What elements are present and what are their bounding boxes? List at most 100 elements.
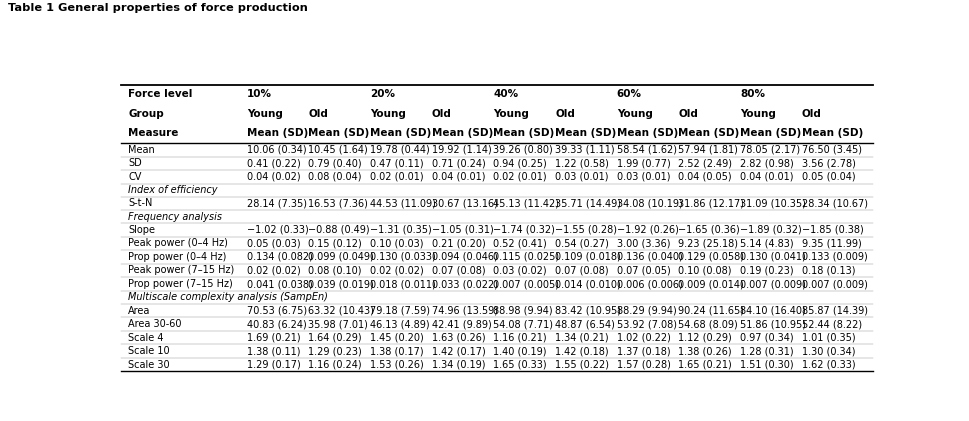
Text: 78.05 (2.17): 78.05 (2.17) xyxy=(739,145,799,155)
Text: 1.29 (0.23): 1.29 (0.23) xyxy=(308,346,361,356)
Text: 1.42 (0.17): 1.42 (0.17) xyxy=(431,346,484,356)
Text: 1.38 (0.11): 1.38 (0.11) xyxy=(246,346,300,356)
Text: 90.24 (11.65): 90.24 (11.65) xyxy=(677,306,743,316)
Text: 60%: 60% xyxy=(616,89,641,99)
Text: 31.09 (10.35): 31.09 (10.35) xyxy=(739,198,805,208)
Text: 53.92 (7.08): 53.92 (7.08) xyxy=(616,319,676,329)
Text: 1.57 (0.28): 1.57 (0.28) xyxy=(616,360,670,370)
Text: 51.86 (10.95): 51.86 (10.95) xyxy=(739,319,805,329)
Text: Young: Young xyxy=(739,109,775,119)
Text: 0.007 (0.009): 0.007 (0.009) xyxy=(800,279,866,289)
Text: −1.31 (0.35): −1.31 (0.35) xyxy=(370,225,431,235)
Text: 1.99 (0.77): 1.99 (0.77) xyxy=(616,158,670,168)
Text: −1.55 (0.28): −1.55 (0.28) xyxy=(554,225,616,235)
Text: 0.04 (0.05): 0.04 (0.05) xyxy=(677,172,732,182)
Text: 0.08 (0.10): 0.08 (0.10) xyxy=(308,266,361,275)
Text: 0.006 (0.006): 0.006 (0.006) xyxy=(616,279,682,289)
Text: 0.07 (0.08): 0.07 (0.08) xyxy=(431,266,484,275)
Text: Multiscale complexity analysis (SampEn): Multiscale complexity analysis (SampEn) xyxy=(128,292,328,302)
Text: 0.009 (0.014): 0.009 (0.014) xyxy=(677,279,743,289)
Text: Measure: Measure xyxy=(128,128,178,138)
Text: 30.67 (13.16): 30.67 (13.16) xyxy=(431,198,497,208)
Text: 84.10 (16.40): 84.10 (16.40) xyxy=(739,306,805,316)
Text: 1.53 (0.26): 1.53 (0.26) xyxy=(370,360,423,370)
Text: 0.41 (0.22): 0.41 (0.22) xyxy=(246,158,300,168)
Text: 76.50 (3.45): 76.50 (3.45) xyxy=(800,145,860,155)
Text: 70.53 (6.75): 70.53 (6.75) xyxy=(246,306,306,316)
Text: 1.38 (0.17): 1.38 (0.17) xyxy=(370,346,423,356)
Text: Area: Area xyxy=(128,306,150,316)
Text: −1.05 (0.31): −1.05 (0.31) xyxy=(431,225,493,235)
Text: 0.099 (0.049): 0.099 (0.049) xyxy=(308,252,374,262)
Text: 45.13 (11.42): 45.13 (11.42) xyxy=(493,198,559,208)
Text: 10.06 (0.34): 10.06 (0.34) xyxy=(246,145,306,155)
Text: 20%: 20% xyxy=(370,89,394,99)
Text: 1.42 (0.18): 1.42 (0.18) xyxy=(554,346,608,356)
Text: 1.29 (0.17): 1.29 (0.17) xyxy=(246,360,300,370)
Text: 74.96 (13.59): 74.96 (13.59) xyxy=(431,306,497,316)
Text: Old: Old xyxy=(554,109,575,119)
Text: 0.129 (0.058): 0.129 (0.058) xyxy=(677,252,743,262)
Text: S-t-N: S-t-N xyxy=(128,198,152,208)
Text: 0.041 (0.038): 0.041 (0.038) xyxy=(246,279,312,289)
Text: −1.02 (0.33): −1.02 (0.33) xyxy=(246,225,308,235)
Text: 1.51 (0.30): 1.51 (0.30) xyxy=(739,360,793,370)
Text: 1.12 (0.29): 1.12 (0.29) xyxy=(677,333,732,343)
Text: Mean (SD): Mean (SD) xyxy=(554,128,615,138)
Text: 31.86 (12.17): 31.86 (12.17) xyxy=(677,198,743,208)
Text: 0.130 (0.041): 0.130 (0.041) xyxy=(739,252,805,262)
Text: 0.007 (0.005): 0.007 (0.005) xyxy=(493,279,559,289)
Text: −1.74 (0.32): −1.74 (0.32) xyxy=(493,225,554,235)
Text: Peak power (0–4 Hz): Peak power (0–4 Hz) xyxy=(128,238,228,248)
Text: Mean (SD): Mean (SD) xyxy=(677,128,738,138)
Text: 10%: 10% xyxy=(246,89,271,99)
Text: 1.16 (0.24): 1.16 (0.24) xyxy=(308,360,361,370)
Text: 1.45 (0.20): 1.45 (0.20) xyxy=(370,333,423,343)
Text: Mean (SD): Mean (SD) xyxy=(800,128,862,138)
Text: 0.039 (0.019): 0.039 (0.019) xyxy=(308,279,374,289)
Text: 0.04 (0.01): 0.04 (0.01) xyxy=(739,172,793,182)
Text: Old: Old xyxy=(308,109,328,119)
Text: 0.10 (0.03): 0.10 (0.03) xyxy=(370,238,423,248)
Text: 85.87 (14.39): 85.87 (14.39) xyxy=(800,306,866,316)
Text: 1.62 (0.33): 1.62 (0.33) xyxy=(800,360,855,370)
Text: 3.00 (3.36): 3.00 (3.36) xyxy=(616,238,670,248)
Text: 42.41 (9.89): 42.41 (9.89) xyxy=(431,319,491,329)
Text: Peak power (7–15 Hz): Peak power (7–15 Hz) xyxy=(128,266,234,275)
Text: 0.97 (0.34): 0.97 (0.34) xyxy=(739,333,793,343)
Text: 58.54 (1.62): 58.54 (1.62) xyxy=(616,145,676,155)
Text: 1.65 (0.33): 1.65 (0.33) xyxy=(493,360,547,370)
Text: 0.133 (0.009): 0.133 (0.009) xyxy=(800,252,866,262)
Text: −0.88 (0.49): −0.88 (0.49) xyxy=(308,225,370,235)
Text: Mean (SD): Mean (SD) xyxy=(370,128,431,138)
Text: 0.033 (0.022): 0.033 (0.022) xyxy=(431,279,497,289)
Text: 79.18 (7.59): 79.18 (7.59) xyxy=(370,306,429,316)
Text: 35.98 (7.01): 35.98 (7.01) xyxy=(308,319,368,329)
Text: 0.136 (0.040): 0.136 (0.040) xyxy=(616,252,682,262)
Text: 48.87 (6.54): 48.87 (6.54) xyxy=(554,319,614,329)
Text: 0.115 (0.025): 0.115 (0.025) xyxy=(493,252,559,262)
Text: Scale 10: Scale 10 xyxy=(128,346,170,356)
Text: 0.02 (0.01): 0.02 (0.01) xyxy=(370,172,423,182)
Text: 1.22 (0.58): 1.22 (0.58) xyxy=(554,158,609,168)
Text: Mean (SD): Mean (SD) xyxy=(246,128,308,138)
Text: 54.68 (8.09): 54.68 (8.09) xyxy=(677,319,737,329)
Text: Young: Young xyxy=(493,109,529,119)
Text: 0.109 (0.018): 0.109 (0.018) xyxy=(554,252,620,262)
Text: 1.30 (0.34): 1.30 (0.34) xyxy=(800,346,855,356)
Text: 88.29 (9.94): 88.29 (9.94) xyxy=(616,306,675,316)
Text: 3.56 (2.78): 3.56 (2.78) xyxy=(800,158,855,168)
Text: Young: Young xyxy=(616,109,652,119)
Text: 0.04 (0.01): 0.04 (0.01) xyxy=(431,172,484,182)
Text: Prop power (0–4 Hz): Prop power (0–4 Hz) xyxy=(128,252,226,262)
Text: 0.02 (0.01): 0.02 (0.01) xyxy=(493,172,547,182)
Text: 0.02 (0.02): 0.02 (0.02) xyxy=(370,266,423,275)
Text: 19.92 (1.14): 19.92 (1.14) xyxy=(431,145,491,155)
Text: 1.69 (0.21): 1.69 (0.21) xyxy=(246,333,300,343)
Text: Table 1 General properties of force production: Table 1 General properties of force prod… xyxy=(8,3,307,13)
Text: 0.47 (0.11): 0.47 (0.11) xyxy=(370,158,423,168)
Text: 1.63 (0.26): 1.63 (0.26) xyxy=(431,333,484,343)
Text: 10.45 (1.64): 10.45 (1.64) xyxy=(308,145,368,155)
Text: Slope: Slope xyxy=(128,225,155,235)
Text: 16.53 (7.36): 16.53 (7.36) xyxy=(308,198,368,208)
